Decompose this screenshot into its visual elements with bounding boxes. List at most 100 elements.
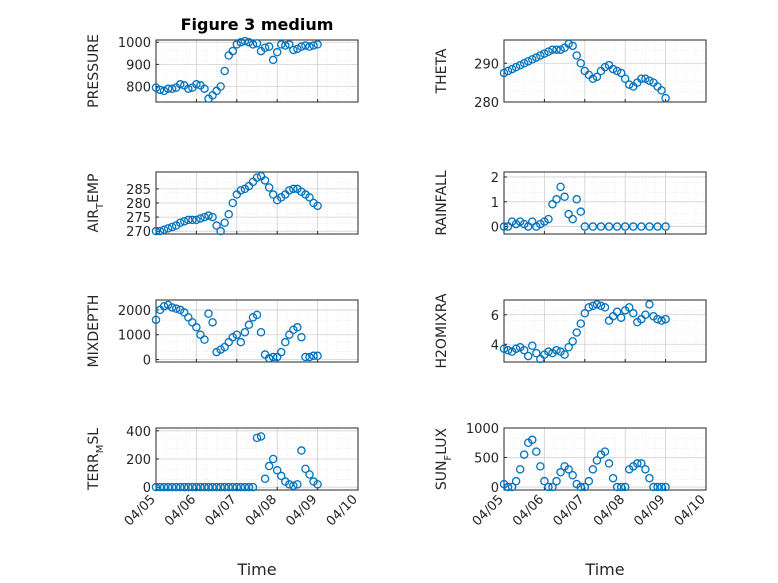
panel-8-data-point — [616, 482, 626, 492]
panel-7-data-point — [264, 461, 274, 471]
panel-3-y-axis-label: AIRTEMP — [86, 174, 106, 233]
panel-1-data-point — [220, 66, 229, 76]
panel-2-y-tick-label: 280 — [474, 96, 499, 111]
panel-7-data-point — [293, 480, 302, 489]
panel-2-data-point — [624, 80, 634, 89]
panel-2-data-point — [544, 47, 553, 56]
panel-6-data-point — [600, 303, 610, 312]
panel-6-data-point — [629, 309, 638, 318]
panel-5-data-point — [244, 320, 254, 330]
panel-7-data-point — [244, 482, 254, 492]
panel-5-data-point — [276, 347, 286, 357]
panel-2-data-point — [540, 49, 549, 58]
panel-7-data-point — [163, 482, 173, 492]
panel-6-data-point — [503, 345, 513, 355]
panel-8-data-point — [552, 476, 561, 486]
panel-5-data-point — [281, 337, 290, 347]
x-axis-label-right: Time — [584, 560, 624, 579]
panel-3-data-point — [163, 224, 173, 233]
panel-3-y-tick-label: 285 — [126, 183, 151, 198]
panel-6-data-point — [544, 347, 553, 356]
panel-7-data-point — [276, 471, 286, 481]
panel-1-y-tick-label: 900 — [126, 58, 151, 73]
panel-1-data-point — [272, 47, 282, 57]
panel-3-y-tick-label: 275 — [126, 211, 151, 226]
panel-2-data-point — [637, 74, 646, 84]
panel-5-data-point — [200, 335, 209, 344]
panel-8-data-point — [657, 482, 666, 492]
panel-8-data-point — [612, 482, 622, 492]
panel-4-data-point — [528, 217, 537, 226]
panel-1-data-point — [151, 83, 161, 92]
panel-4-data-point — [580, 222, 590, 231]
panel-5-data-point — [151, 315, 161, 325]
panel-5-data-point — [180, 308, 189, 317]
panel-6-y-tick-label: 6 — [491, 309, 499, 324]
panel-8-y-tick-label: 0 — [491, 481, 499, 496]
panel-7-data-point — [248, 482, 258, 492]
panel-3-data-point — [196, 214, 205, 223]
panel-6-data-point — [592, 300, 602, 309]
panel-6-data-point — [528, 341, 537, 351]
panel-7-y-axis-label: TERRMSL — [86, 428, 106, 491]
panel-2-data-point — [552, 45, 561, 54]
panel-1-data-point — [216, 82, 225, 91]
panel-8-data-point — [507, 482, 517, 492]
panel-2-data-point — [568, 41, 577, 51]
panel-2-data-point — [507, 64, 517, 74]
panel-7-data-point — [313, 480, 322, 489]
panel-2-data-point — [519, 59, 529, 68]
panel-7-data-point — [220, 482, 229, 492]
panel-6-data-point — [519, 345, 529, 355]
panel-5-data-point — [208, 318, 217, 327]
panel-7-data-point — [228, 482, 238, 492]
panel-5-data-point — [196, 330, 205, 339]
panel-3-data-point — [180, 217, 189, 226]
panel-5-data-point — [184, 313, 193, 322]
panel-2-data-point — [523, 57, 533, 66]
panel-5-data-point — [309, 351, 318, 361]
panel-5-data-point — [305, 352, 314, 362]
panel-5-y-axis-label: MIXDEPTH — [86, 295, 102, 368]
panel-1-data-point — [155, 85, 165, 95]
panel-5-data-point — [297, 332, 306, 342]
panel-1-data-point — [260, 43, 270, 53]
panel-8-data-point — [568, 470, 577, 480]
panel-5-data-point — [293, 323, 302, 332]
panel-2-data-point — [600, 62, 610, 72]
panel-5-data-point — [204, 309, 213, 318]
panel-7-y-tick-label: 0 — [143, 481, 151, 496]
panel-7-data-point — [196, 482, 205, 492]
panel-4-axes-frame — [503, 171, 707, 235]
panel-6-data-point — [511, 344, 521, 353]
panel-5-data-point — [167, 303, 177, 312]
panel-6-data-point — [661, 314, 670, 324]
x-axis-label-left: Time — [236, 560, 276, 579]
panel-7-data-point — [232, 482, 242, 492]
panel-2-data-point — [592, 72, 602, 82]
panel-2-data-point — [641, 74, 650, 84]
panel-4-data-point — [620, 222, 630, 231]
panel-4-data-point — [629, 222, 638, 231]
panel-1-data-point — [163, 84, 173, 93]
panel-3-y-tick-label: 270 — [126, 225, 151, 240]
panel-5-data-point — [240, 327, 250, 337]
panel-6-data-point — [653, 314, 662, 324]
panel-4-data-point — [612, 222, 622, 231]
panel-8-data-point — [580, 482, 590, 492]
panel-6-data-point — [564, 342, 573, 352]
panel-1-data-point — [252, 39, 262, 48]
panel-8-data-point — [620, 482, 630, 492]
panel-1-y-tick-label: 1000 — [118, 36, 151, 51]
panel-6-y-tick-label: 4 — [491, 338, 499, 353]
panel-1-data-point — [285, 40, 294, 49]
panel-1-data-point — [192, 80, 201, 89]
panel-3-data-point — [216, 226, 225, 236]
panel-2-data-point — [528, 55, 537, 64]
panel-4-data-point — [645, 222, 654, 231]
panel-8-y-axis-label: SUNFLUX — [434, 427, 454, 490]
panel-4-data-point — [548, 199, 557, 209]
panel-2-data-point — [608, 64, 618, 74]
panel-6-data-point — [532, 348, 541, 358]
